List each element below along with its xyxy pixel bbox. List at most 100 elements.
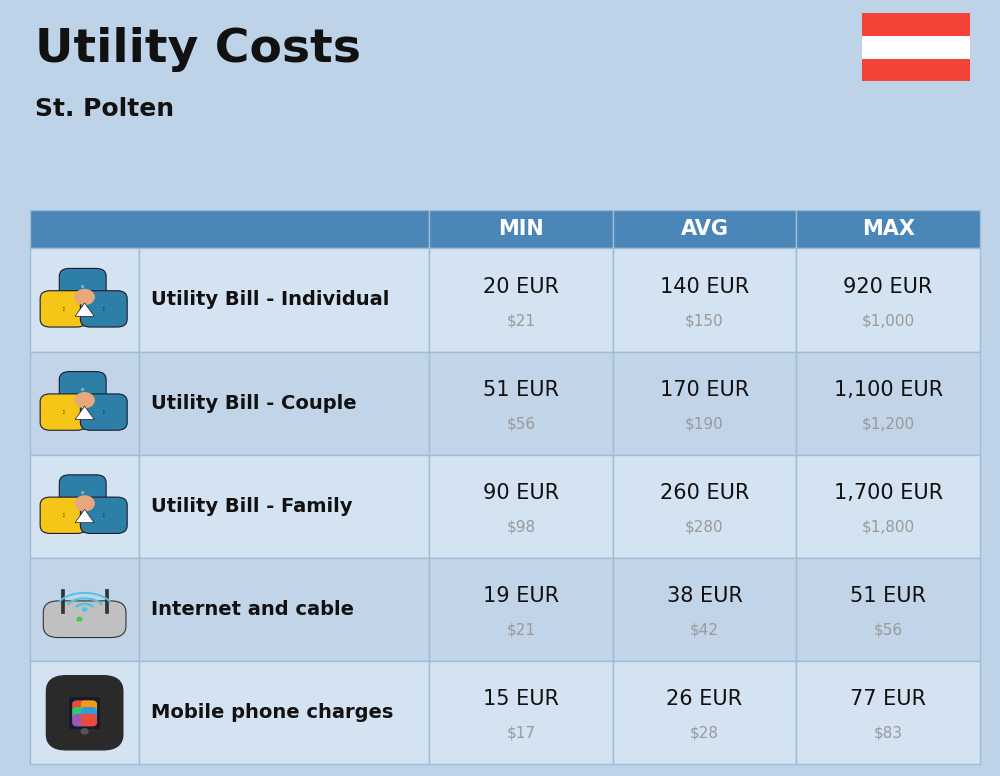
Text: 🔌: 🔌 (63, 410, 64, 414)
Text: 170 EUR: 170 EUR (660, 379, 749, 400)
FancyBboxPatch shape (30, 352, 139, 455)
Text: 🔌: 🔌 (63, 307, 64, 311)
Text: MAX: MAX (862, 219, 915, 239)
FancyBboxPatch shape (613, 210, 796, 248)
FancyBboxPatch shape (81, 714, 97, 726)
Text: Utility Bill - Couple: Utility Bill - Couple (151, 393, 357, 413)
FancyBboxPatch shape (30, 558, 139, 661)
FancyBboxPatch shape (139, 455, 429, 558)
FancyBboxPatch shape (862, 36, 970, 59)
Text: 19 EUR: 19 EUR (483, 586, 559, 606)
FancyBboxPatch shape (59, 475, 106, 511)
Text: $56: $56 (874, 622, 903, 638)
FancyBboxPatch shape (72, 700, 88, 713)
Text: 90 EUR: 90 EUR (483, 483, 559, 503)
Text: 77 EUR: 77 EUR (850, 689, 926, 709)
FancyBboxPatch shape (613, 352, 796, 455)
Text: ⚙: ⚙ (81, 285, 84, 289)
FancyBboxPatch shape (862, 59, 970, 81)
Text: 1,100 EUR: 1,100 EUR (834, 379, 943, 400)
Text: $28: $28 (690, 726, 719, 741)
FancyBboxPatch shape (30, 455, 139, 558)
Polygon shape (75, 303, 94, 317)
FancyBboxPatch shape (46, 676, 123, 750)
FancyBboxPatch shape (30, 210, 429, 248)
Text: 260 EUR: 260 EUR (660, 483, 749, 503)
Text: $280: $280 (685, 519, 724, 535)
FancyBboxPatch shape (80, 291, 127, 327)
Text: 🔌: 🔌 (63, 513, 64, 518)
Text: 51 EUR: 51 EUR (483, 379, 559, 400)
Text: Utility Bill - Family: Utility Bill - Family (151, 497, 353, 516)
FancyBboxPatch shape (429, 248, 613, 352)
Text: 920 EUR: 920 EUR (843, 276, 933, 296)
Polygon shape (75, 406, 94, 420)
FancyBboxPatch shape (59, 268, 106, 305)
FancyBboxPatch shape (796, 558, 980, 661)
FancyBboxPatch shape (139, 661, 429, 764)
FancyBboxPatch shape (72, 714, 88, 726)
FancyBboxPatch shape (862, 13, 970, 36)
FancyBboxPatch shape (429, 455, 613, 558)
Text: $56: $56 (506, 416, 535, 431)
Text: ⚙: ⚙ (81, 491, 84, 495)
Text: $42: $42 (690, 622, 719, 638)
FancyBboxPatch shape (139, 352, 429, 455)
FancyBboxPatch shape (40, 394, 87, 430)
Circle shape (75, 393, 94, 407)
Text: $1,800: $1,800 (862, 519, 915, 535)
Text: $1,200: $1,200 (862, 416, 915, 431)
Circle shape (81, 729, 88, 734)
FancyBboxPatch shape (59, 372, 106, 408)
FancyBboxPatch shape (81, 707, 97, 719)
Text: $1,000: $1,000 (862, 313, 915, 328)
Text: ⚙: ⚙ (81, 388, 84, 392)
Text: MIN: MIN (498, 219, 544, 239)
Circle shape (75, 496, 94, 511)
Text: St. Polten: St. Polten (35, 97, 174, 121)
FancyBboxPatch shape (796, 248, 980, 352)
Text: Mobile phone charges: Mobile phone charges (151, 703, 394, 722)
FancyBboxPatch shape (80, 497, 127, 533)
FancyBboxPatch shape (796, 210, 980, 248)
FancyBboxPatch shape (80, 394, 127, 430)
FancyBboxPatch shape (43, 601, 126, 638)
FancyBboxPatch shape (139, 248, 429, 352)
Text: $190: $190 (685, 416, 724, 431)
FancyBboxPatch shape (613, 558, 796, 661)
FancyBboxPatch shape (796, 661, 980, 764)
Text: 20 EUR: 20 EUR (483, 276, 559, 296)
Circle shape (77, 618, 82, 621)
FancyBboxPatch shape (61, 590, 64, 613)
FancyBboxPatch shape (613, 248, 796, 352)
FancyBboxPatch shape (30, 248, 139, 352)
FancyBboxPatch shape (105, 590, 108, 613)
Text: 140 EUR: 140 EUR (660, 276, 749, 296)
FancyBboxPatch shape (429, 210, 613, 248)
FancyBboxPatch shape (40, 291, 87, 327)
Text: 🚿: 🚿 (103, 410, 105, 414)
Text: 15 EUR: 15 EUR (483, 689, 559, 709)
Text: 26 EUR: 26 EUR (666, 689, 743, 709)
FancyBboxPatch shape (429, 661, 613, 764)
Text: $150: $150 (685, 313, 724, 328)
FancyBboxPatch shape (429, 558, 613, 661)
Text: 🚿: 🚿 (103, 307, 105, 311)
Text: $21: $21 (506, 622, 535, 638)
FancyBboxPatch shape (72, 707, 88, 719)
Circle shape (83, 608, 87, 611)
Text: Internet and cable: Internet and cable (151, 600, 354, 619)
Text: 38 EUR: 38 EUR (667, 586, 742, 606)
Text: $83: $83 (874, 726, 903, 741)
Text: $21: $21 (506, 313, 535, 328)
FancyBboxPatch shape (613, 661, 796, 764)
Text: AVG: AVG (680, 219, 728, 239)
Text: 🚿: 🚿 (103, 513, 105, 518)
FancyBboxPatch shape (429, 352, 613, 455)
Text: 1,700 EUR: 1,700 EUR (834, 483, 943, 503)
FancyBboxPatch shape (81, 700, 97, 713)
Circle shape (75, 289, 94, 304)
Text: $17: $17 (506, 726, 535, 741)
FancyBboxPatch shape (139, 558, 429, 661)
Text: 51 EUR: 51 EUR (850, 586, 926, 606)
